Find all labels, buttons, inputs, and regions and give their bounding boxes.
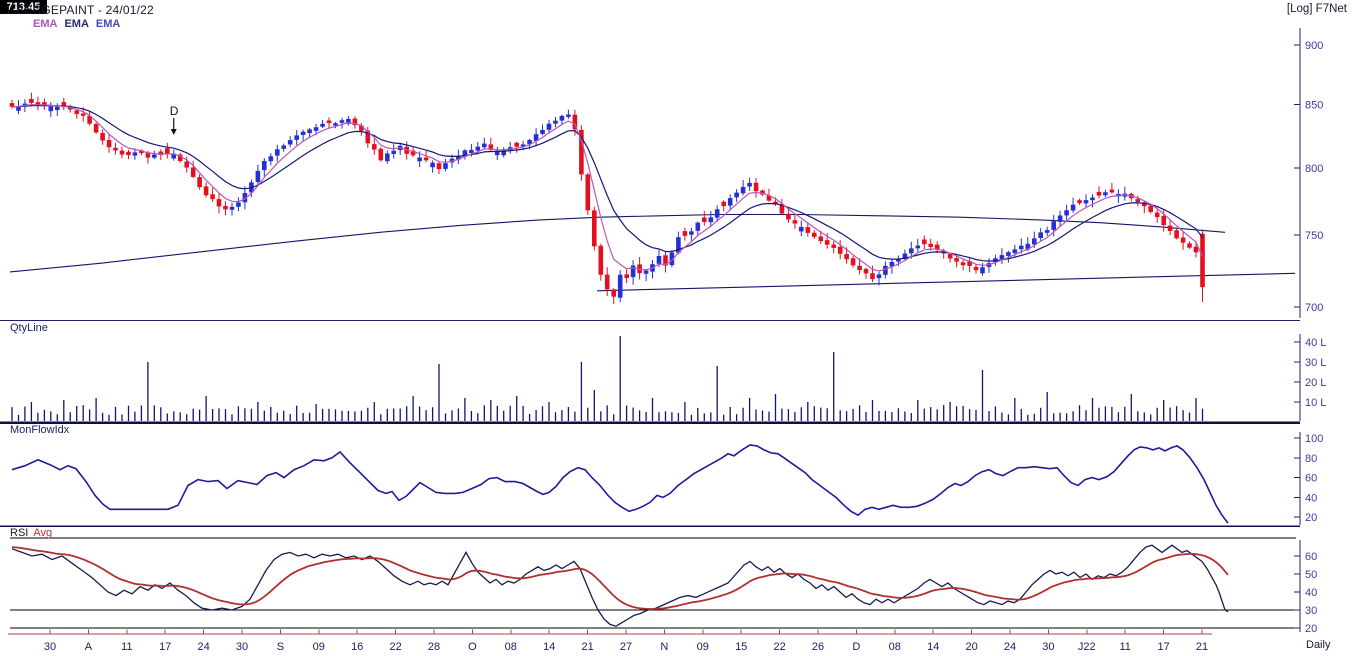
svg-text:20: 20 bbox=[1305, 623, 1317, 635]
svg-text:08: 08 bbox=[505, 641, 517, 653]
svg-text:30 L: 30 L bbox=[1305, 357, 1326, 369]
svg-text:26: 26 bbox=[812, 641, 824, 653]
timeframe-label: Daily bbox=[1306, 639, 1331, 651]
svg-text:10 L: 10 L bbox=[1305, 397, 1326, 409]
mfi-panel-label: MonFlowIdx bbox=[10, 424, 70, 436]
scale-mode-label: [Log] F7Net bbox=[1286, 3, 1347, 15]
volume-panel-label: QtyLine bbox=[10, 322, 48, 334]
svg-text:14: 14 bbox=[543, 641, 555, 653]
svg-text:30: 30 bbox=[236, 641, 248, 653]
svg-text:D: D bbox=[852, 641, 860, 653]
svg-text:30: 30 bbox=[44, 641, 56, 653]
svg-text:17: 17 bbox=[1157, 641, 1169, 653]
svg-text:50: 50 bbox=[1305, 569, 1317, 581]
ema-legend-3: EMA bbox=[95, 18, 121, 30]
svg-text:27: 27 bbox=[620, 641, 632, 653]
svg-text:22: 22 bbox=[773, 641, 785, 653]
svg-text:S: S bbox=[277, 641, 284, 653]
svg-text:20: 20 bbox=[1305, 512, 1317, 524]
svg-text:N: N bbox=[660, 641, 668, 653]
svg-text:80: 80 bbox=[1305, 453, 1317, 465]
svg-text:20: 20 bbox=[965, 641, 977, 653]
svg-text:20 L: 20 L bbox=[1305, 377, 1326, 389]
symbol-title: 1-BERGEPAINT - 24/01/22 bbox=[5, 3, 154, 17]
ema-legend: EMA EMA EMA bbox=[33, 18, 127, 30]
rsi-panel-label: RSI Avg bbox=[10, 527, 52, 539]
svg-text:J22: J22 bbox=[1078, 641, 1096, 653]
svg-text:21: 21 bbox=[581, 641, 593, 653]
svg-text:850: 850 bbox=[1305, 100, 1323, 112]
svg-text:O: O bbox=[468, 641, 477, 653]
svg-text:D: D bbox=[170, 104, 179, 118]
svg-text:60: 60 bbox=[1305, 473, 1317, 485]
svg-text:40 L: 40 L bbox=[1305, 337, 1326, 349]
svg-text:800: 800 bbox=[1305, 163, 1323, 175]
svg-text:100: 100 bbox=[1305, 433, 1323, 445]
svg-text:24: 24 bbox=[197, 641, 209, 653]
svg-text:21: 21 bbox=[1196, 641, 1208, 653]
ema-legend-2: EMA bbox=[64, 18, 89, 30]
svg-text:60: 60 bbox=[1305, 551, 1317, 563]
svg-text:40: 40 bbox=[1305, 587, 1317, 599]
svg-text:700: 700 bbox=[1305, 302, 1323, 314]
svg-text:22: 22 bbox=[389, 641, 401, 653]
rsi-label: RSI bbox=[10, 527, 29, 539]
svg-text:15: 15 bbox=[735, 641, 747, 653]
rsi-avg-label: Avg bbox=[33, 527, 53, 539]
svg-text:750: 750 bbox=[1305, 230, 1323, 242]
svg-text:11: 11 bbox=[121, 641, 132, 653]
svg-text:900: 900 bbox=[1305, 40, 1323, 52]
svg-text:30: 30 bbox=[1305, 605, 1317, 617]
svg-text:A: A bbox=[85, 641, 93, 653]
svg-text:24: 24 bbox=[1004, 641, 1016, 653]
last-price-badge: 713.45 bbox=[0, 0, 47, 14]
svg-text:11: 11 bbox=[1119, 641, 1130, 653]
svg-text:09: 09 bbox=[697, 641, 709, 653]
svg-text:16: 16 bbox=[351, 641, 363, 653]
svg-text:30: 30 bbox=[1042, 641, 1054, 653]
svg-text:08: 08 bbox=[889, 641, 901, 653]
svg-text:17: 17 bbox=[159, 641, 171, 653]
svg-text:28: 28 bbox=[428, 641, 440, 653]
svg-text:09: 09 bbox=[313, 641, 325, 653]
svg-text:40: 40 bbox=[1305, 492, 1317, 504]
svg-text:14: 14 bbox=[927, 641, 939, 653]
ema-legend-1: EMA bbox=[33, 18, 58, 30]
